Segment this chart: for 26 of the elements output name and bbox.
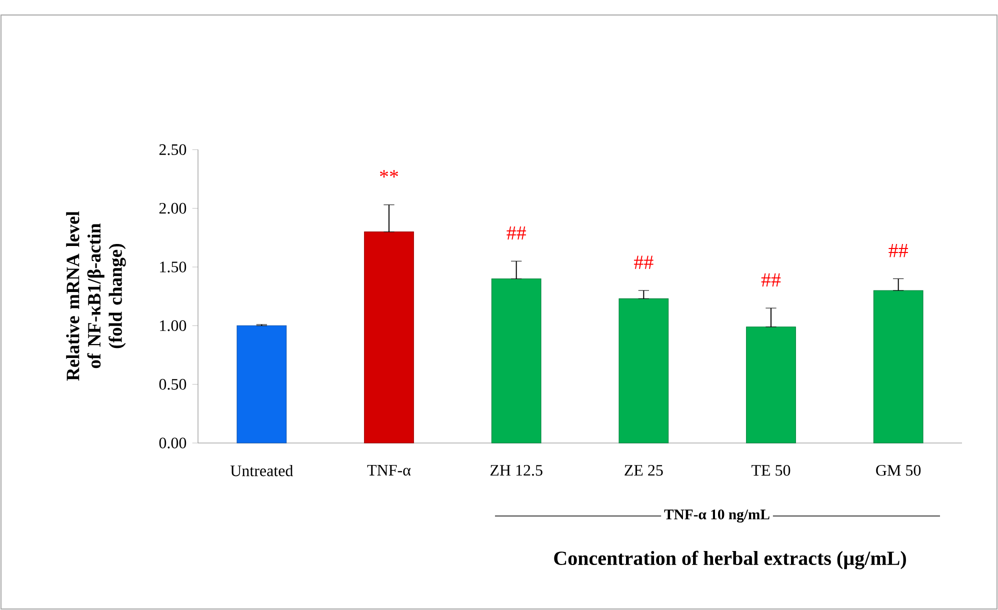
annotation: ##: [506, 226, 526, 240]
bar: [618, 298, 669, 444]
x-tick-label: Untreated: [230, 464, 294, 476]
bar: [746, 326, 796, 444]
bar: [873, 290, 924, 444]
annotation: ##: [634, 256, 654, 269]
x-tick-label: GM 50: [876, 464, 921, 476]
y-axis-title: Relative mRNA level of NF-κB1/β-actin (fold change): [66, 211, 126, 381]
x-tick-label: ZH 12.5: [490, 464, 542, 476]
text: TNF-α 10 ng/mL: [664, 510, 770, 523]
y-tick-label: 0.50: [159, 378, 186, 390]
y-tick-label: 2.50: [159, 144, 186, 156]
y-tick-label: 0.00: [159, 438, 186, 448]
bar: [364, 232, 414, 444]
x-tick-label: TE 50: [752, 464, 790, 476]
annotation: **: [380, 170, 398, 178]
bar: [236, 325, 287, 444]
y-tick-label: 2.00: [159, 202, 186, 214]
x-tick-label: ZE 25: [624, 464, 663, 476]
y-tick-label: 1.50: [160, 262, 186, 272]
x-tick-label: TNF-α: [367, 464, 411, 476]
bar: [491, 278, 542, 444]
y-tick-label: 1.00: [160, 320, 186, 332]
annotation: ##: [761, 273, 781, 286]
annotation: ##: [888, 244, 908, 258]
x-axis-title: Concentration of herbal extracts (µg/mL): [554, 550, 906, 570]
